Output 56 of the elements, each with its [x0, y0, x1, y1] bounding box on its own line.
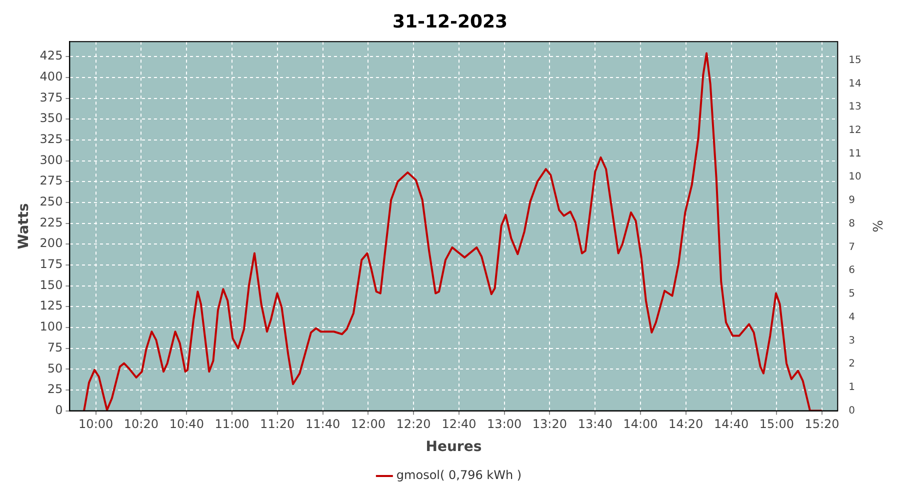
y2-tick-label: 12: [848, 124, 862, 136]
y2-tick-label: 10: [848, 172, 862, 183]
x-tick-label: 14:00: [623, 417, 658, 432]
x-tick-label: 15:20: [804, 417, 840, 432]
x-tick-label: 15:00: [759, 417, 794, 432]
x-tick-label: 11:20: [260, 417, 295, 432]
chart-title: 31-12-2023: [392, 11, 508, 32]
y-tick-label: 25: [47, 382, 63, 396]
y-tick-label: 375: [40, 90, 63, 104]
y-tick-label: 350: [40, 111, 63, 126]
x-axis-title: Heures: [426, 439, 482, 456]
y2-tick-label: 15: [848, 54, 862, 66]
x-tick-label: 13:20: [532, 417, 567, 432]
x-tick-label: 10:00: [78, 417, 114, 432]
x-tick-label: 10:20: [124, 417, 158, 432]
y2-tick-label: 4: [848, 312, 856, 323]
y2-tick-label: 13: [848, 102, 862, 113]
x-tick-label: 12:40: [442, 417, 476, 432]
y-tick-label: 225: [40, 215, 63, 230]
y2-tick-label: 11: [848, 148, 862, 160]
y-tick-label: 0: [55, 402, 63, 417]
y2-tick-label: 1: [848, 382, 856, 394]
y2-axis-title: %: [868, 220, 884, 232]
y-tick-label: 300: [40, 152, 63, 167]
y-tick-label: 100: [40, 320, 63, 334]
y2-tick-label: 14: [848, 78, 862, 90]
y-tick-label: 175: [40, 257, 63, 272]
y-tick-label: 50: [47, 361, 63, 376]
y-tick-label: 400: [40, 70, 63, 84]
y2-tick-label: 6: [848, 265, 856, 276]
y2-tick-label: 0: [848, 405, 856, 416]
y-tick-label: 325: [40, 132, 63, 146]
y2-tick-label: 2: [848, 358, 856, 370]
y-tick-label: 75: [47, 340, 63, 354]
y2-tick-label: 9: [848, 195, 856, 206]
y-tick-label: 250: [40, 194, 63, 209]
x-tick-label: 14:20: [668, 417, 704, 432]
x-tick-label: 12:00: [350, 417, 386, 432]
y-tick-label: 150: [40, 278, 63, 292]
y-tick-label: 425: [40, 48, 63, 63]
x-tick-label: 12:20: [396, 417, 431, 432]
y2-tick-label: 3: [848, 335, 856, 346]
y-tick-label: 200: [40, 236, 63, 250]
y2-tick-label: 7: [848, 242, 856, 253]
x-tick-label: 11:00: [214, 417, 250, 432]
x-tick-label: 10:40: [169, 417, 204, 432]
legend-label: gmosol( 0,796 kWh ): [396, 468, 522, 482]
y-axis-title: Watts: [16, 203, 32, 250]
x-tick-label: 13:40: [578, 417, 612, 432]
y2-tick-label: 8: [848, 218, 856, 230]
y2-tick-label: 5: [848, 288, 856, 300]
x-tick-label: 13:00: [487, 417, 522, 432]
y-tick-label: 275: [40, 174, 63, 188]
x-tick-label: 14:40: [714, 417, 749, 432]
x-tick-label: 11:40: [306, 417, 340, 432]
y-tick-label: 125: [40, 298, 63, 313]
